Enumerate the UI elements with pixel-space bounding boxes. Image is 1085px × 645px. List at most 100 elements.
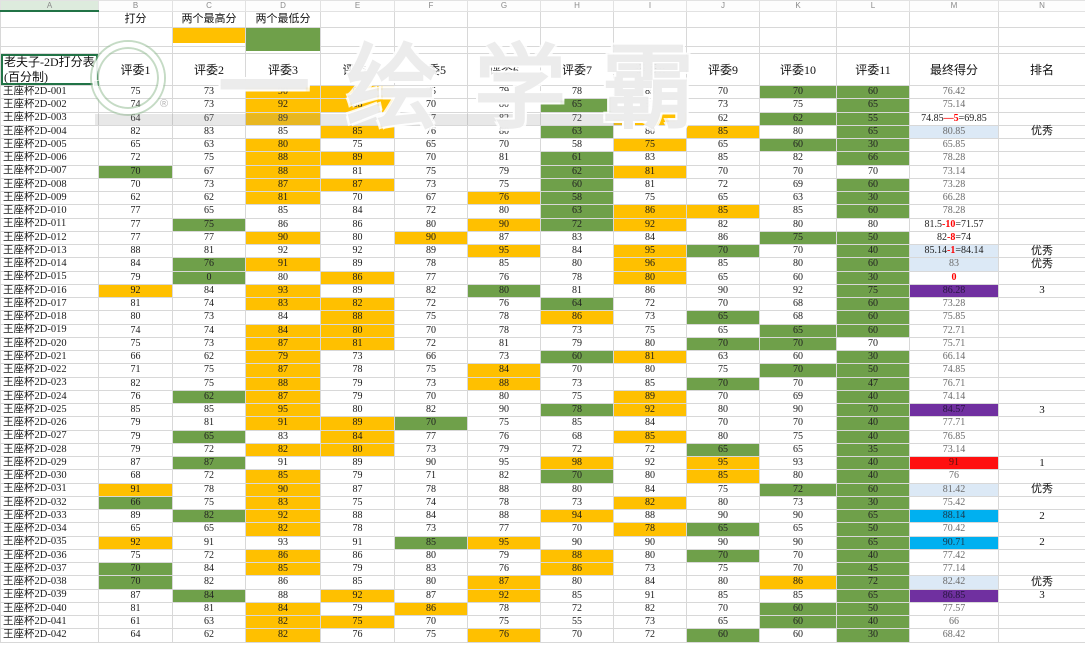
score-cell[interactable]: 88 xyxy=(245,376,321,391)
score-cell[interactable]: 60 xyxy=(759,349,837,365)
score-cell[interactable]: 65 xyxy=(759,522,837,537)
score-cell[interactable]: 0 xyxy=(172,270,246,285)
score-cell[interactable]: 87 xyxy=(245,177,321,193)
final-score-cell[interactable]: 73.28 xyxy=(909,296,999,312)
score-cell[interactable]: 60 xyxy=(836,482,910,497)
score-cell[interactable]: 73 xyxy=(686,98,760,113)
score-cell[interactable]: 76 xyxy=(172,257,246,272)
score-cell[interactable]: 50 xyxy=(836,363,910,378)
score-cell[interactable]: 65 xyxy=(686,190,760,206)
score-cell[interactable]: 67 xyxy=(172,164,246,179)
score-cell[interactable]: 60 xyxy=(540,349,614,365)
rank-cell[interactable] xyxy=(998,84,1085,100)
entry-id-cell[interactable]: 王座杯2D-007 xyxy=(0,164,99,179)
final-score-cell[interactable]: 83 xyxy=(909,257,999,272)
score-cell[interactable]: 79 xyxy=(320,389,395,405)
score-cell[interactable]: 88 xyxy=(467,508,541,524)
entry-id-cell[interactable]: 王座杯2D-010 xyxy=(0,204,99,219)
score-cell[interactable]: 65 xyxy=(172,429,246,444)
score-cell[interactable]: 89 xyxy=(613,389,687,405)
column-header-I[interactable]: I xyxy=(613,0,687,12)
score-cell[interactable]: 75 xyxy=(686,561,760,577)
score-cell[interactable]: 35 xyxy=(836,442,910,458)
score-cell[interactable]: 40 xyxy=(836,614,910,630)
score-cell[interactable]: 70 xyxy=(98,561,173,577)
score-cell[interactable]: 81 xyxy=(320,336,395,352)
score-cell[interactable]: 80 xyxy=(686,575,760,590)
empty-cell[interactable] xyxy=(836,10,910,28)
score-cell[interactable]: 65 xyxy=(394,137,468,153)
column-header-L[interactable]: L xyxy=(836,0,910,12)
score-cell[interactable]: 71 xyxy=(394,469,468,484)
score-cell[interactable]: 70 xyxy=(540,469,614,484)
score-cell[interactable]: 90 xyxy=(394,230,468,246)
score-cell[interactable]: 74 xyxy=(98,323,173,338)
score-cell[interactable]: 75 xyxy=(172,376,246,391)
empty-cell[interactable] xyxy=(998,27,1085,47)
empty-cell[interactable] xyxy=(613,10,687,28)
score-cell[interactable]: 81 xyxy=(172,243,246,259)
score-cell[interactable]: 70 xyxy=(759,376,837,391)
score-cell[interactable]: 75 xyxy=(394,310,468,325)
score-cell[interactable]: 70 xyxy=(394,151,468,166)
rank-cell[interactable] xyxy=(998,204,1085,219)
score-cell[interactable]: 88 xyxy=(98,243,173,259)
score-cell[interactable]: 63 xyxy=(686,349,760,365)
score-cell[interactable]: 87 xyxy=(245,363,321,378)
final-score-cell[interactable]: 66.28 xyxy=(909,190,999,206)
final-score-cell[interactable]: 86.28 xyxy=(909,283,999,299)
score-cell[interactable]: 92 xyxy=(613,402,687,418)
score-cell[interactable]: 75 xyxy=(394,363,468,378)
score-cell[interactable]: 75 xyxy=(467,614,541,630)
score-cell[interactable]: 79 xyxy=(467,442,541,458)
score-cell[interactable]: 73 xyxy=(540,323,614,338)
score-cell[interactable]: 65 xyxy=(836,535,910,550)
score-cell[interactable]: 70 xyxy=(759,164,837,179)
empty-cell[interactable] xyxy=(998,46,1085,54)
score-cell[interactable]: 65 xyxy=(686,323,760,338)
score-cell[interactable]: 80 xyxy=(467,204,541,219)
column-header-E[interactable]: E xyxy=(320,0,395,12)
rank-cell[interactable]: 优秀 xyxy=(998,257,1085,272)
score-cell[interactable]: 83 xyxy=(245,495,321,511)
empty-cell[interactable] xyxy=(98,27,173,47)
score-cell[interactable]: 73 xyxy=(172,310,246,325)
score-cell[interactable]: 78 xyxy=(540,402,614,418)
score-cell[interactable]: 71 xyxy=(98,363,173,378)
rank-cell[interactable] xyxy=(998,151,1085,166)
score-cell[interactable]: 86 xyxy=(320,270,395,285)
score-cell[interactable]: 62 xyxy=(759,111,837,126)
score-cell[interactable]: 84 xyxy=(245,323,321,338)
score-cell[interactable]: 86 xyxy=(394,601,468,617)
score-cell[interactable]: 68 xyxy=(759,296,837,312)
score-cell[interactable]: 75 xyxy=(320,137,395,153)
rank-cell[interactable] xyxy=(998,416,1085,431)
score-cell[interactable]: 80 xyxy=(836,217,910,232)
score-cell[interactable]: 87 xyxy=(172,455,246,471)
score-cell[interactable]: 75 xyxy=(98,548,173,564)
score-cell[interactable]: 87 xyxy=(320,482,395,497)
score-cell[interactable]: 80 xyxy=(613,469,687,484)
score-cell[interactable]: 70 xyxy=(320,190,395,206)
score-cell[interactable]: 80 xyxy=(467,389,541,405)
final-score-cell[interactable]: 85.14-1=84.14 xyxy=(909,243,999,259)
judge-header-9[interactable]: 评委9 xyxy=(686,53,760,86)
score-cell[interactable]: 45 xyxy=(836,561,910,577)
score-cell[interactable]: 40 xyxy=(836,389,910,405)
score-cell[interactable]: 65 xyxy=(540,98,614,113)
rank-cell[interactable] xyxy=(998,442,1085,458)
rank-cell[interactable] xyxy=(998,376,1085,391)
empty-cell[interactable] xyxy=(0,46,99,54)
score-cell[interactable]: 82 xyxy=(245,522,321,537)
score-cell[interactable]: 82 xyxy=(759,151,837,166)
score-cell[interactable]: 72 xyxy=(540,442,614,458)
score-cell[interactable]: 85 xyxy=(759,204,837,219)
score-cell[interactable]: 66 xyxy=(394,349,468,365)
score-cell[interactable]: 78 xyxy=(172,482,246,497)
empty-cell[interactable] xyxy=(467,46,541,54)
final-score-cell[interactable]: 74.85 xyxy=(909,363,999,378)
final-score-cell[interactable]: 77.71 xyxy=(909,416,999,431)
score-cell[interactable]: 81 xyxy=(613,177,687,193)
score-cell[interactable]: 72 xyxy=(540,111,614,126)
score-cell[interactable]: 72 xyxy=(172,442,246,458)
